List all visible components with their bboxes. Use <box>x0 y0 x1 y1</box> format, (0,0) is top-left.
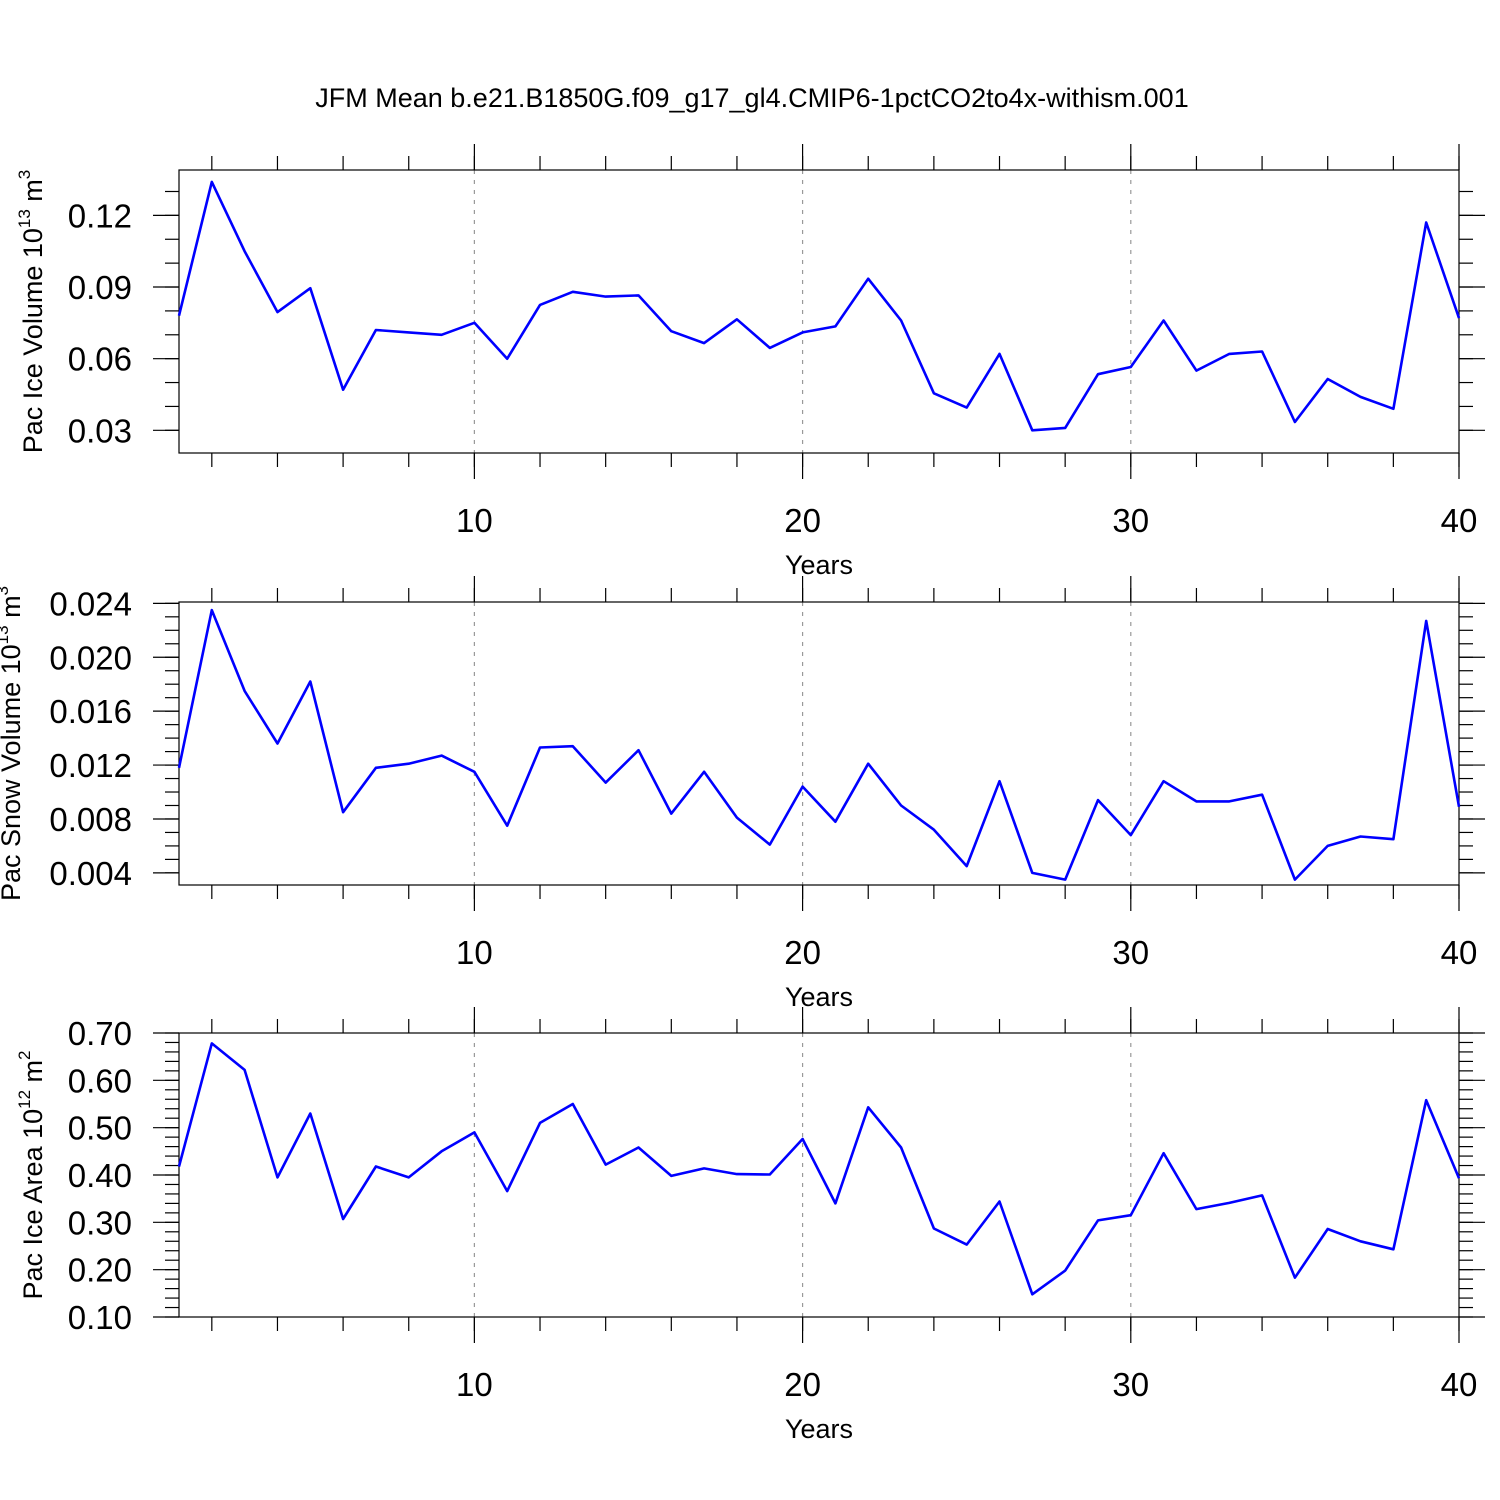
series-line <box>177 180 1461 432</box>
y-tick-label: 0.60 <box>68 1062 132 1099</box>
x-tick-label: 30 <box>1112 1366 1149 1403</box>
y-tick-label: 0.024 <box>49 585 132 622</box>
x-tick-label: 10 <box>456 934 493 971</box>
y-tick-label: 0.008 <box>49 801 132 838</box>
y-tick-label: 0.10 <box>68 1299 132 1336</box>
panel-2: 10 20 30 40 0.004 0.008 0.012 0.016 0.020 0.024 Ye… <box>0 576 1485 1012</box>
y-tick-label: 0.06 <box>68 341 132 378</box>
y-axis-label-unit: m <box>0 595 26 625</box>
y-tick-label: 0.20 <box>68 1252 132 1289</box>
y-axis-label: Pac Ice Volume 1013 m3 <box>15 170 48 454</box>
y-axis-label-unit: m <box>18 1060 48 1090</box>
x-tick-label: 20 <box>784 502 821 539</box>
series-line <box>177 1042 1461 1296</box>
y-tick-label: 0.004 <box>49 855 132 892</box>
y-axis-label: Pac Ice Area 1012 m2 <box>15 1050 48 1299</box>
y-tick-label: 0.12 <box>68 197 132 234</box>
y-tick-label: 0.70 <box>68 1015 132 1052</box>
panel-3: 10 20 30 40 0.10 0.20 0.30 0.40 0.50 0.60 0.70 Year… <box>15 1007 1485 1444</box>
y-tick-label: 0.020 <box>49 639 132 676</box>
x-axis-label: Years <box>785 1414 853 1444</box>
x-tick-label: 40 <box>1441 934 1478 971</box>
y-axis-label: Pac Snow Volume 1013 m3 <box>0 586 26 901</box>
x-tick-label: 30 <box>1112 934 1149 971</box>
x-tick-label: 40 <box>1441 502 1478 539</box>
y-tick-label: 0.30 <box>68 1204 132 1241</box>
y-axis-label-exponent: 13 <box>15 209 34 228</box>
y-axis-label-unit-exponent: 2 <box>15 1050 34 1059</box>
y-axis-label-base: Pac Ice Volume 10 <box>18 228 48 453</box>
panels: 10 20 30 40 0.03 0.06 0.09 0.12 Years Pac Ice Vol… <box>0 144 1485 1444</box>
x-tick-label: 30 <box>1112 502 1149 539</box>
x-axis-label: Years <box>785 982 853 1012</box>
series-line <box>177 608 1461 881</box>
x-axis-label: Years <box>785 550 853 580</box>
y-axis-label-base: Pac Snow Volume 10 <box>0 644 26 901</box>
x-tick-label: 40 <box>1441 1366 1478 1403</box>
x-tick-label: 10 <box>456 1366 493 1403</box>
y-axis-label-exponent: 12 <box>15 1090 34 1109</box>
x-tick-label: 20 <box>784 934 821 971</box>
y-axis-label-unit-exponent: 3 <box>0 586 12 595</box>
y-tick-label: 0.40 <box>68 1157 132 1194</box>
y-axis-label-exponent: 13 <box>0 625 12 644</box>
plot-frame <box>178 601 1460 886</box>
x-tick-label: 20 <box>784 1366 821 1403</box>
y-tick-label: 0.016 <box>49 693 132 730</box>
y-axis-label-unit: m <box>18 179 48 209</box>
x-tick-label: 10 <box>456 502 493 539</box>
panel-1: 10 20 30 40 0.03 0.06 0.09 0.12 Years Pac Ice Vol… <box>15 144 1485 580</box>
y-tick-label: 0.09 <box>68 269 132 306</box>
plot-frame <box>178 169 1460 454</box>
y-tick-label: 0.50 <box>68 1110 132 1147</box>
y-tick-label: 0.012 <box>49 747 132 784</box>
y-axis-label-unit-exponent: 3 <box>15 170 34 179</box>
y-axis-label-base: Pac Ice Area 10 <box>18 1109 48 1300</box>
figure-title: JFM Mean b.e21.B1850G.f09_g17_gl4.CMIP6-… <box>315 83 1188 113</box>
y-tick-label: 0.03 <box>68 412 132 449</box>
